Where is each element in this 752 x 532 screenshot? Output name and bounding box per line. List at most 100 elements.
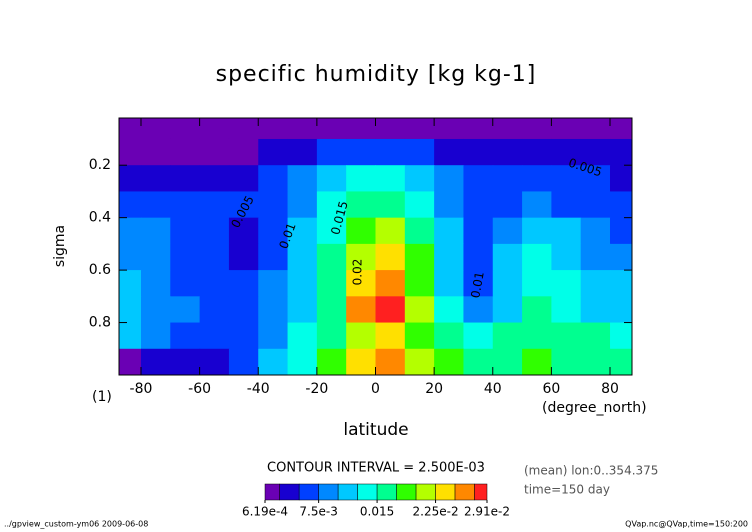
colorbar-cell: [376, 483, 397, 501]
x-tick-label: 20: [425, 381, 443, 397]
contour-cell: [522, 191, 552, 219]
colorbar: 6.19e-4 7.5e-3 0.015 2.25e-2 2.91e-2: [242, 483, 510, 519]
contour-cell: [170, 165, 201, 192]
contour-cell: [551, 191, 582, 219]
contour-cell: [463, 217, 494, 245]
y-tick-label: 0.8: [89, 315, 111, 331]
colorbar-tick-label: 2.91e-2: [464, 505, 510, 519]
contour-cell: [610, 138, 632, 166]
contour-cell: [170, 243, 201, 271]
contour-cell: [580, 270, 611, 297]
contour-cell: [170, 270, 201, 297]
contour-cell: [610, 348, 632, 375]
colorbar-cell: [474, 483, 488, 501]
colorbar-tick-label: 7.5e-3: [299, 505, 337, 519]
contour-cell: [316, 138, 347, 166]
contour-cell: [522, 348, 552, 375]
contour-cell: [228, 165, 259, 192]
contour-cell: [346, 138, 376, 166]
y-axis-label: sigma: [52, 225, 68, 267]
contour-cell: [119, 322, 142, 350]
contour-cell: [346, 322, 376, 350]
contour-cell: [346, 217, 376, 245]
contour-cell: [580, 191, 611, 219]
contour-cell: [170, 296, 201, 324]
contour-cell: [228, 348, 259, 375]
contour-cell: [199, 296, 230, 324]
contour-cell: [375, 348, 406, 375]
y-tick-label: 0.6: [89, 262, 111, 278]
contour-cell: [170, 217, 201, 245]
contour-cell: [199, 191, 230, 219]
contour-cell: [258, 348, 289, 375]
contour-cell: [375, 243, 406, 271]
x-axis-label: latitude: [343, 420, 408, 440]
contour-cell: [580, 138, 611, 166]
contour-cell: [463, 322, 494, 350]
contour-cell: [199, 348, 230, 375]
contour-cell: [287, 165, 318, 192]
contour-cell: [119, 348, 142, 375]
contour-cell: [404, 191, 435, 219]
contour-cell: [492, 270, 523, 297]
contour-cell: [434, 348, 464, 375]
contour-cell: [551, 217, 582, 245]
contour-cell: [434, 138, 464, 166]
contour-cell: [404, 270, 435, 297]
contour-cell: [228, 118, 259, 140]
contour-cell: [522, 270, 552, 297]
contour-cell: [434, 165, 464, 192]
contour-cell: [346, 270, 376, 297]
contour-cell: [580, 217, 611, 245]
x-tick-label: -20: [305, 381, 328, 397]
contour-cell: [287, 270, 318, 297]
y-tick-label: 0.2: [89, 157, 111, 173]
contour-cell: [522, 296, 552, 324]
contour-cell: [580, 348, 611, 375]
info-text: (mean) lon:0..354.375: [524, 464, 658, 478]
contour-cell: [346, 191, 376, 219]
colorbar-cell: [264, 483, 280, 501]
contour-cell: [228, 296, 259, 324]
contour-cell: [375, 165, 406, 192]
contour-cell: [580, 118, 611, 140]
contour-cell: [551, 322, 582, 350]
contour-cell: [492, 322, 523, 350]
x-tick-label: -40: [247, 381, 270, 397]
contour-cell: [404, 138, 435, 166]
contour-cell: [228, 270, 259, 297]
contour-cell: [140, 348, 171, 375]
colorbar-cell: [396, 483, 417, 501]
contour-cell: [404, 217, 435, 245]
contour-cell: [404, 322, 435, 350]
contour-cell: [492, 118, 523, 140]
contour-cell: [463, 296, 494, 324]
contour-cell: [119, 118, 142, 140]
y-tick-label: 0.4: [89, 210, 111, 226]
colorbar-cell: [337, 483, 358, 501]
contour-cell: [434, 118, 464, 140]
contour-cell: [316, 270, 347, 297]
contour-cell: [199, 243, 230, 271]
contour-cell: [610, 243, 632, 271]
contour-cell: [492, 165, 523, 192]
contour-cell: [522, 217, 552, 245]
contour-cell: [228, 243, 259, 271]
contour-cell: [463, 243, 494, 271]
contour-cell: [610, 322, 632, 350]
contour-cell: [316, 348, 347, 375]
contour-cell: [119, 270, 142, 297]
contour-cell: [375, 217, 406, 245]
contour-cell: [140, 270, 171, 297]
contour-cell: [551, 243, 582, 271]
contour-cell: [140, 138, 171, 166]
contour-cell: [140, 322, 171, 350]
footer-right: QVap.nc@QVap,time=150:200: [625, 520, 748, 529]
contour-cell: [522, 322, 552, 350]
contour-cell: [119, 165, 142, 192]
contour-cell: [434, 270, 464, 297]
contour-cell: [463, 348, 494, 375]
contour-cell: [434, 243, 464, 271]
contour-cell: [316, 165, 347, 192]
contour-cell: [404, 296, 435, 324]
